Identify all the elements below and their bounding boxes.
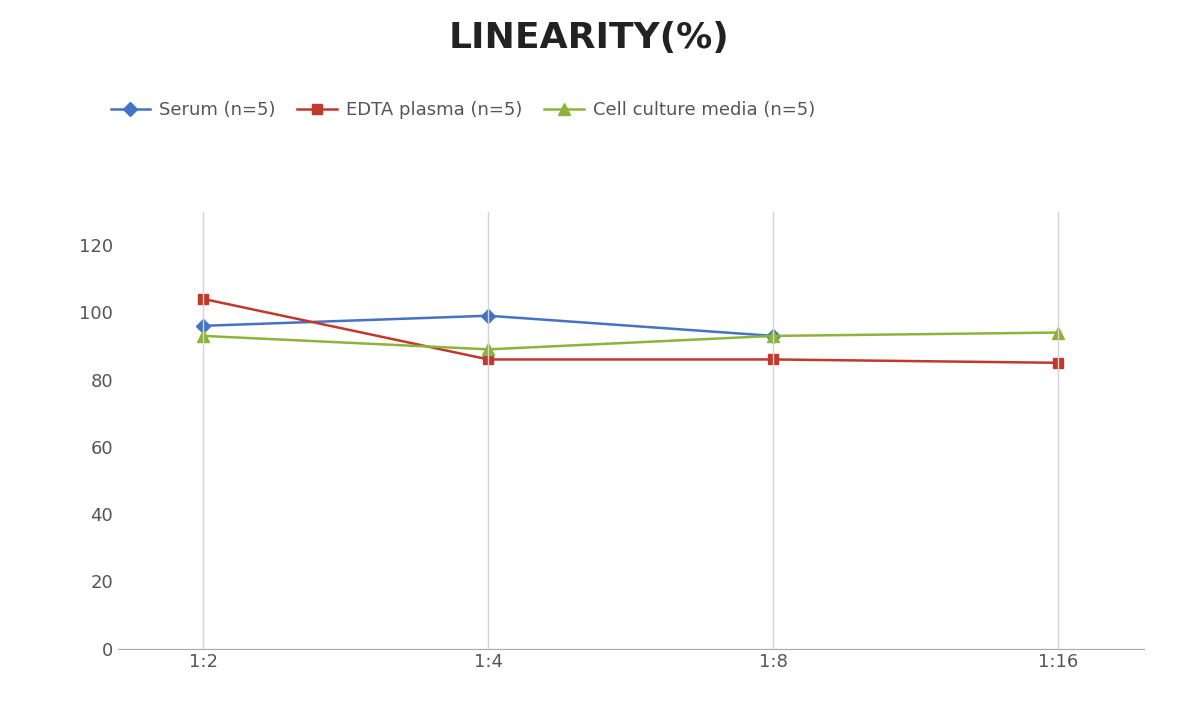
Cell culture media (n=5): [481, 345, 495, 354]
Line: Cell culture media (n=5): Cell culture media (n=5): [198, 327, 1063, 355]
Line: Serum (n=5): Serum (n=5): [198, 311, 778, 341]
Cell culture media (n=5): [1052, 329, 1066, 337]
EDTA plasma (n=5): [481, 355, 495, 364]
Cell culture media (n=5): [196, 331, 210, 340]
Serum (n=5): [196, 321, 210, 330]
Serum (n=5): [766, 331, 780, 340]
EDTA plasma (n=5): [1052, 359, 1066, 367]
Text: LINEARITY(%): LINEARITY(%): [449, 21, 730, 55]
EDTA plasma (n=5): [196, 295, 210, 303]
EDTA plasma (n=5): [766, 355, 780, 364]
Serum (n=5): [481, 312, 495, 320]
Cell culture media (n=5): [766, 331, 780, 340]
Legend: Serum (n=5), EDTA plasma (n=5), Cell culture media (n=5): Serum (n=5), EDTA plasma (n=5), Cell cul…: [104, 94, 823, 126]
Line: EDTA plasma (n=5): EDTA plasma (n=5): [198, 294, 1063, 368]
